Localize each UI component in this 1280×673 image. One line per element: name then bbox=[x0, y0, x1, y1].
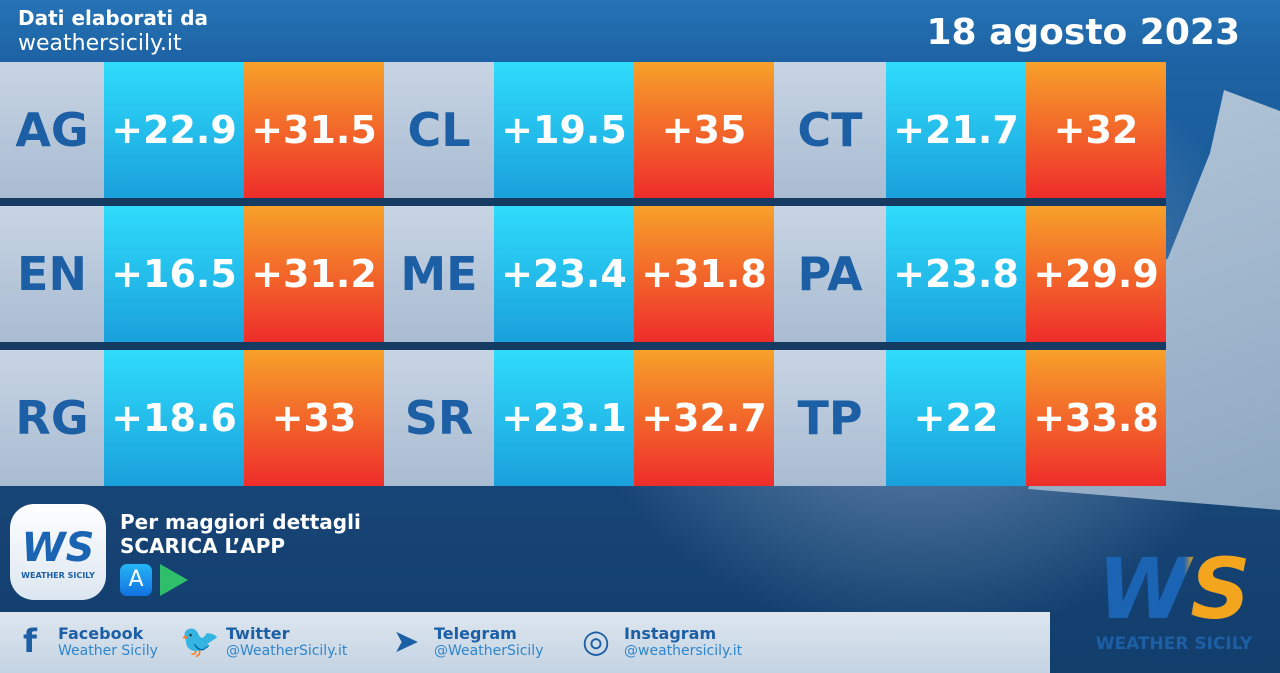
telegram-icon: ➤ bbox=[392, 622, 420, 660]
social-link-facebook[interactable]: f Facebook Weather Sicily bbox=[12, 622, 158, 660]
min-temperature: +16.5 bbox=[104, 206, 244, 342]
min-temperature: +23.8 bbox=[886, 206, 1026, 342]
app-store-icon[interactable]: A bbox=[120, 564, 152, 596]
twitter-icon: 🐦 bbox=[180, 622, 220, 660]
social-handle: @WeatherSicily.it bbox=[226, 642, 348, 659]
app-logo-text: WS bbox=[21, 524, 95, 571]
min-temperature: +19.5 bbox=[494, 62, 634, 198]
province-code: AG bbox=[0, 62, 104, 198]
social-link-twitter[interactable]: 🐦 Twitter @WeatherSicily.it bbox=[180, 622, 347, 660]
social-name: Telegram bbox=[434, 623, 517, 643]
province-code: CT bbox=[774, 62, 886, 198]
max-temperature: +32 bbox=[1026, 62, 1166, 198]
header: Dati elaborati da weathersicily.it 18 ag… bbox=[0, 0, 1280, 62]
max-temperature: +33.8 bbox=[1026, 350, 1166, 486]
header-source-label: Dati elaborati da bbox=[18, 6, 208, 30]
province-code: RG bbox=[0, 350, 104, 486]
max-temperature: +35 bbox=[634, 62, 774, 198]
facebook-icon: f bbox=[23, 622, 37, 660]
social-handle: @WeatherSicily bbox=[434, 642, 544, 659]
brand-name: WEATHER SICILY bbox=[1095, 634, 1253, 654]
min-temperature: +23.4 bbox=[494, 206, 634, 342]
header-date: 18 agosto 2023 bbox=[926, 12, 1240, 53]
social-name: Instagram bbox=[624, 623, 717, 643]
min-temperature: +21.7 bbox=[886, 62, 1026, 198]
max-temperature: +32.7 bbox=[634, 350, 774, 486]
app-promo-line2: SCARICA L’APP bbox=[120, 534, 286, 558]
google-play-icon[interactable] bbox=[160, 564, 188, 596]
social-link-instagram[interactable]: ◎ Instagram @weathersicily.it bbox=[578, 622, 742, 660]
row-separator bbox=[0, 198, 1166, 206]
social-link-telegram[interactable]: ➤ Telegram @WeatherSicily bbox=[388, 622, 544, 660]
social-handle: Weather Sicily bbox=[58, 642, 158, 659]
province-code: PA bbox=[774, 206, 886, 342]
brand-logo: WS WEATHER SICILY bbox=[1074, 544, 1274, 664]
brand-logo-text: WS bbox=[1074, 544, 1274, 634]
social-footer: f Facebook Weather Sicily 🐦 Twitter @WeatherS… bbox=[0, 612, 1050, 673]
social-name: Twitter bbox=[226, 623, 290, 643]
app-logo-name: WEATHER SICILY bbox=[21, 570, 95, 580]
social-handle: @weathersicily.it bbox=[624, 642, 743, 659]
min-temperature: +18.6 bbox=[104, 350, 244, 486]
province-code: EN bbox=[0, 206, 104, 342]
min-temperature: +23.1 bbox=[494, 350, 634, 486]
max-temperature: +33 bbox=[244, 350, 384, 486]
min-temperature: +22.9 bbox=[104, 62, 244, 198]
province-code: TP bbox=[774, 350, 886, 486]
app-logo[interactable]: WS WEATHER SICILY bbox=[10, 504, 106, 600]
min-temperature: +22 bbox=[886, 350, 1026, 486]
province-code: ME bbox=[384, 206, 494, 342]
max-temperature: +31.5 bbox=[244, 62, 384, 198]
social-name: Facebook bbox=[58, 623, 144, 643]
temperature-grid: AG +22.9 +31.5 CL +19.5 +35 CT +21.7 +32 EN +16.5 +… bbox=[0, 62, 1166, 486]
instagram-icon: ◎ bbox=[582, 622, 610, 660]
max-temperature: +31.2 bbox=[244, 206, 384, 342]
app-promo-line1: Per maggiori dettagli bbox=[120, 510, 361, 534]
row-separator bbox=[0, 342, 1166, 350]
province-code: SR bbox=[384, 350, 494, 486]
province-code: CL bbox=[384, 62, 494, 198]
max-temperature: +31.8 bbox=[634, 206, 774, 342]
header-source-site: weathersicily.it bbox=[18, 31, 182, 56]
max-temperature: +29.9 bbox=[1026, 206, 1166, 342]
